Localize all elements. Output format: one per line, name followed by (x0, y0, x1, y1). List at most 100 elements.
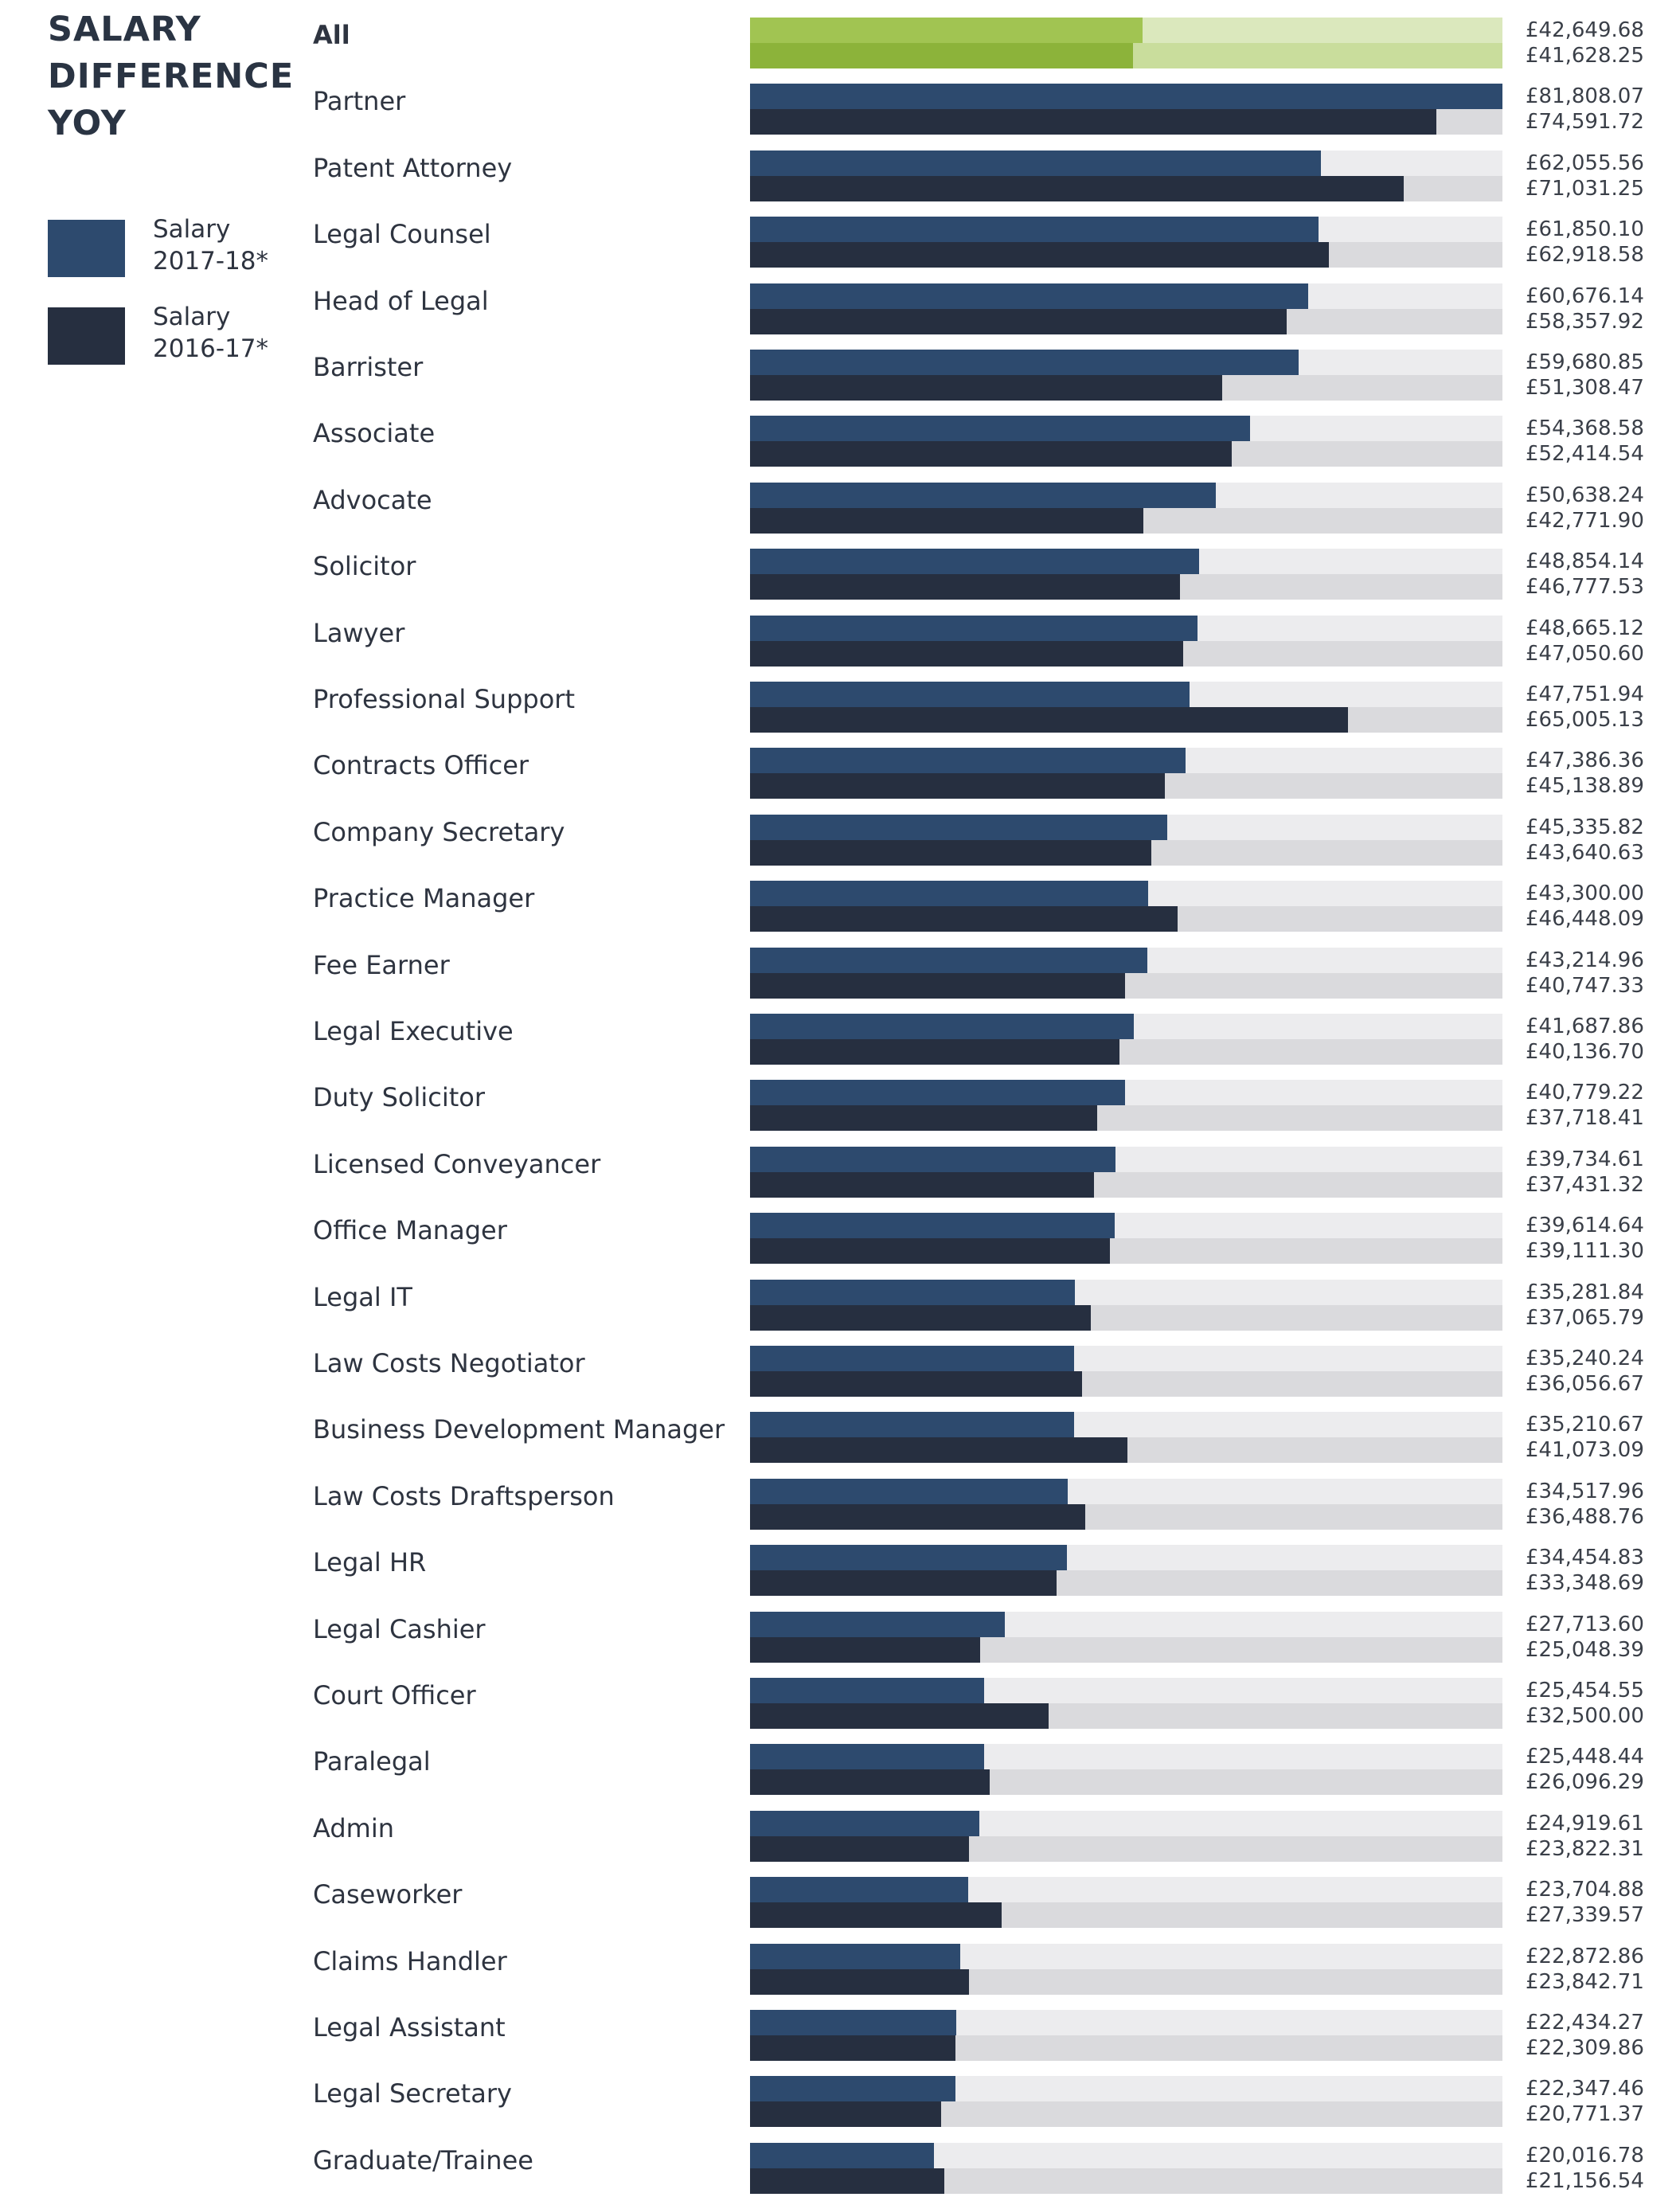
category-label-barrister: Barrister (313, 352, 424, 382)
bar-2017-18-contracts-officer (750, 748, 1186, 774)
value-label-2016-17-barrister: £51,308.47 (1526, 376, 1644, 400)
bar-2017-18-legal-executive (750, 1014, 1134, 1039)
value-label-2016-17-legal-secretary: £20,771.37 (1526, 2102, 1644, 2127)
value-label-2016-17-legal-cashier: £25,048.39 (1526, 1637, 1644, 1662)
legend-label-2017: Salary 2017-18* (153, 213, 268, 277)
category-label-legal-executive: Legal Executive (313, 1016, 514, 1046)
value-label-2017-18-associate: £54,368.58 (1526, 416, 1644, 441)
value-label-2016-17-business-development-manager: £41,073.09 (1526, 1438, 1644, 1463)
value-label-2017-18-lawyer: £48,665.12 (1526, 616, 1644, 640)
bar-2016-17-law-costs-draftsperson (750, 1503, 1085, 1530)
bar-2017-18-professional-support (750, 682, 1190, 707)
value-label-2017-18-law-costs-negotiator: £35,240.24 (1526, 1347, 1644, 1370)
bar-2016-17-company-secretary (750, 839, 1151, 866)
chart-title: SALARY DIFFERENCE YOY (48, 6, 295, 147)
bar-2017-18-office-manager (750, 1213, 1115, 1239)
value-label-2017-18-law-costs-draftsperson: £34,517.96 (1526, 1479, 1644, 1503)
bar-2017-18-lawyer (750, 615, 1197, 641)
value-label-2016-17-paralegal: £26,096.29 (1526, 1770, 1644, 1795)
value-label-2016-17-legal-hr: £33,348.69 (1526, 1571, 1644, 1596)
legend-item-2017: Salary 2017-18* (48, 213, 303, 282)
bar-2017-18-advocate (750, 482, 1216, 508)
bar-2017-18-court-officer (750, 1678, 984, 1703)
bar-2017-18-fee-earner (750, 947, 1147, 973)
value-label-2017-18-solicitor: £48,854.14 (1526, 549, 1644, 574)
bar-2017-18-legal-assistant (750, 2010, 956, 2035)
value-label-2016-17-lawyer: £47,050.60 (1526, 641, 1644, 666)
category-label-duty-solicitor: Duty Solicitor (313, 1082, 486, 1113)
value-label-2017-18-office-manager: £39,614.64 (1526, 1214, 1644, 1238)
value-label-2017-18-barrister: £59,680.85 (1526, 350, 1644, 374)
category-label-associate: Associate (313, 418, 436, 449)
category-label-legal-secretary: Legal Secretary (313, 2078, 512, 2109)
category-label-professional-support: Professional Support (313, 684, 575, 714)
chart-title-line: DIFFERENCE (48, 57, 295, 96)
value-label-2016-17-graduate-trainee: £21,156.54 (1526, 2168, 1644, 2193)
category-label-claims-handler: Claims Handler (313, 1945, 507, 1976)
category-label-fee-earner: Fee Earner (313, 949, 450, 980)
value-label-2017-18-legal-it: £35,281.84 (1526, 1280, 1644, 1304)
category-label-legal-cashier: Legal Cashier (313, 1613, 486, 1644)
category-label-head-of-legal: Head of Legal (313, 285, 489, 316)
value-label-2016-17-law-costs-negotiator: £36,056.67 (1526, 1372, 1644, 1396)
category-label-practice-manager: Practice Manager (313, 883, 535, 914)
value-label-2017-18-head-of-legal: £60,676.14 (1526, 283, 1644, 308)
bar-2016-17-advocate (750, 507, 1143, 534)
bar-2016-17-partner (750, 109, 1436, 135)
category-label-admin: Admin (313, 1812, 394, 1843)
category-label-legal-it: Legal IT (313, 1281, 412, 1312)
value-label-2016-17-professional-support: £65,005.13 (1526, 708, 1644, 732)
bar-2017-18-legal-hr (750, 1545, 1067, 1571)
bar-2017-18-patent-attorney (750, 150, 1321, 176)
bar-2016-17-all (750, 43, 1133, 68)
category-label-caseworker: Caseworker (313, 1879, 463, 1910)
bar-2016-17-barrister (750, 375, 1222, 401)
bar-2017-18-legal-secretary (750, 2076, 955, 2102)
value-label-2017-18-legal-counsel: £61,850.10 (1526, 217, 1644, 242)
bar-2016-17-legal-assistant (750, 2035, 955, 2061)
value-label-2017-18-company-secretary: £45,335.82 (1526, 815, 1644, 839)
value-label-2016-17-caseworker: £27,339.57 (1526, 1903, 1644, 1928)
value-label-2016-17-all: £41,628.25 (1526, 44, 1644, 68)
category-label-partner: Partner (313, 86, 406, 117)
value-label-2016-17-legal-assistant: £22,309.86 (1526, 2036, 1644, 2060)
category-label-contracts-officer: Contracts Officer (313, 750, 529, 781)
value-label-2017-18-court-officer: £25,454.55 (1526, 1679, 1644, 1702)
category-label-legal-assistant: Legal Assistant (313, 2012, 506, 2043)
bar-2016-17-legal-counsel (750, 242, 1329, 268)
value-label-2017-18-professional-support: £47,751.94 (1526, 682, 1644, 706)
bar-2017-18-law-costs-negotiator (750, 1346, 1074, 1371)
value-label-2017-18-claims-handler: £22,872.86 (1526, 1944, 1644, 1968)
category-label-licensed-conveyancer: Licensed Conveyancer (313, 1148, 601, 1179)
bar-2016-17-legal-executive (750, 1039, 1119, 1065)
bar-2016-17-lawyer (750, 640, 1183, 667)
bar-2017-18-associate (750, 416, 1250, 442)
bar-2016-17-practice-manager (750, 906, 1178, 932)
bar-2017-18-business-development-manager (750, 1412, 1074, 1438)
value-label-2017-18-advocate: £50,638.24 (1526, 483, 1644, 507)
value-label-2017-18-fee-earner: £43,214.96 (1526, 948, 1644, 972)
bar-2016-17-head-of-legal (750, 308, 1287, 334)
bar-2016-17-licensed-conveyancer (750, 1171, 1094, 1198)
category-label-law-costs-draftsperson: Law Costs Draftsperson (313, 1480, 615, 1511)
value-label-2017-18-graduate-trainee: £20,016.78 (1526, 2143, 1644, 2168)
value-label-2016-17-advocate: £42,771.90 (1526, 508, 1644, 533)
value-label-2017-18-legal-assistant: £22,434.27 (1526, 2011, 1644, 2035)
category-label-court-officer: Court Officer (313, 1680, 476, 1710)
value-label-2016-17-law-costs-draftsperson: £36,488.76 (1526, 1504, 1644, 1529)
bar-2016-17-caseworker (750, 1902, 1002, 1929)
bar-2016-17-paralegal (750, 1769, 990, 1796)
bar-2016-17-duty-solicitor (750, 1105, 1097, 1132)
bar-2016-17-office-manager (750, 1238, 1110, 1265)
value-label-2016-17-fee-earner: £40,747.33 (1526, 973, 1644, 998)
category-label-graduate-trainee: Graduate/Trainee (313, 2144, 533, 2175)
legend-label-line: 2017-18* (153, 247, 269, 276)
bar-2016-17-admin (750, 1835, 969, 1862)
category-label-law-costs-negotiator: Law Costs Negotiator (313, 1348, 585, 1378)
value-label-2017-18-licensed-conveyancer: £39,734.61 (1526, 1147, 1644, 1171)
bar-2017-18-barrister (750, 350, 1299, 375)
value-label-2017-18-patent-attorney: £62,055.56 (1526, 151, 1644, 175)
bar-2017-18-claims-handler (750, 1943, 960, 1969)
value-label-2016-17-duty-solicitor: £37,718.41 (1526, 1106, 1644, 1131)
